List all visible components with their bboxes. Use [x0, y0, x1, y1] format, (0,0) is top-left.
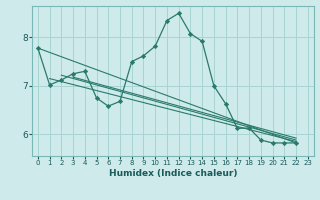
- X-axis label: Humidex (Indice chaleur): Humidex (Indice chaleur): [108, 169, 237, 178]
